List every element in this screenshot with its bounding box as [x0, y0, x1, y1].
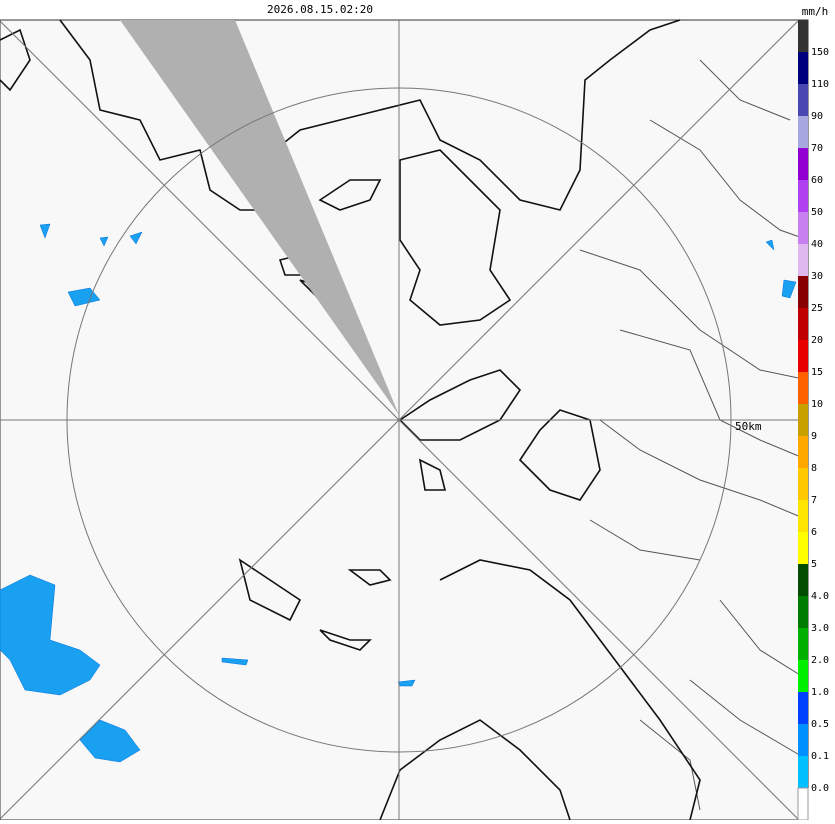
- legend-swatch: [798, 212, 808, 244]
- legend-label: 90: [811, 111, 823, 122]
- legend-label: 50: [811, 207, 823, 218]
- legend-label: 25: [811, 303, 823, 314]
- beam-blockage: [120, 20, 399, 415]
- legend-swatch: [797, 787, 809, 821]
- legend-swatch: [798, 308, 808, 340]
- legend-swatch: [798, 756, 808, 788]
- legend-label: 8: [811, 463, 817, 474]
- range-overlay: [0, 20, 808, 820]
- legend-label: 150: [811, 47, 829, 58]
- legend-swatch: [798, 340, 808, 372]
- legend-swatch: [798, 692, 808, 724]
- precipitation: [0, 223, 797, 763]
- legend-label: 20: [811, 335, 823, 346]
- legend-label: 40: [811, 239, 823, 250]
- legend-label: 5: [811, 559, 817, 570]
- legend-label: 15: [811, 367, 823, 378]
- legend-label: 30: [811, 271, 823, 282]
- unit-label: mm/h: [802, 5, 829, 18]
- legend-swatch: [798, 116, 808, 148]
- legend-label: 4.0: [811, 591, 829, 602]
- legend-swatch: [798, 148, 808, 180]
- legend-swatch: [798, 244, 808, 276]
- legend-label: 60: [811, 175, 823, 186]
- legend-swatch: [798, 660, 808, 692]
- legend-label: 10: [811, 399, 823, 410]
- legend-swatch: [798, 628, 808, 660]
- legend-label: 0.1: [811, 751, 829, 762]
- legend-label: 1.0: [811, 687, 829, 698]
- legend-label: 6: [811, 527, 817, 538]
- legend-swatch: [798, 436, 808, 468]
- legend-swatch: [798, 724, 808, 756]
- legend-swatch: [798, 84, 808, 116]
- legend-label: 7: [811, 495, 817, 506]
- legend-label: 2.0: [811, 655, 829, 666]
- legend-swatch: [798, 596, 808, 628]
- legend-swatch: [798, 468, 808, 500]
- timestamp: 2026.08.15.02:20: [267, 3, 373, 16]
- legend-swatch: [798, 404, 808, 436]
- coastline: [0, 19, 701, 821]
- legend-swatch: [798, 500, 808, 532]
- legend-label: 9: [811, 431, 817, 442]
- legend-label: 110: [811, 79, 829, 90]
- legend-swatch: [798, 20, 808, 52]
- legend-swatch: [798, 372, 808, 404]
- color-legend: 150 110 90 70 60 50 40 30 25 20 15 10 9 8 7 6 5 4.0 3.0 2.0…: [797, 20, 829, 821]
- legend-swatch: [798, 532, 808, 564]
- range-label: 50km: [735, 420, 762, 433]
- legend-swatch: [798, 180, 808, 212]
- legend-swatch: [798, 276, 808, 308]
- legend-swatch: [798, 52, 808, 84]
- legend-label: 70: [811, 143, 823, 154]
- legend-label: 0.5: [811, 719, 829, 730]
- legend-label: 0.0: [811, 783, 829, 794]
- legend-label: 3.0: [811, 623, 829, 634]
- legend-swatch: [798, 564, 808, 596]
